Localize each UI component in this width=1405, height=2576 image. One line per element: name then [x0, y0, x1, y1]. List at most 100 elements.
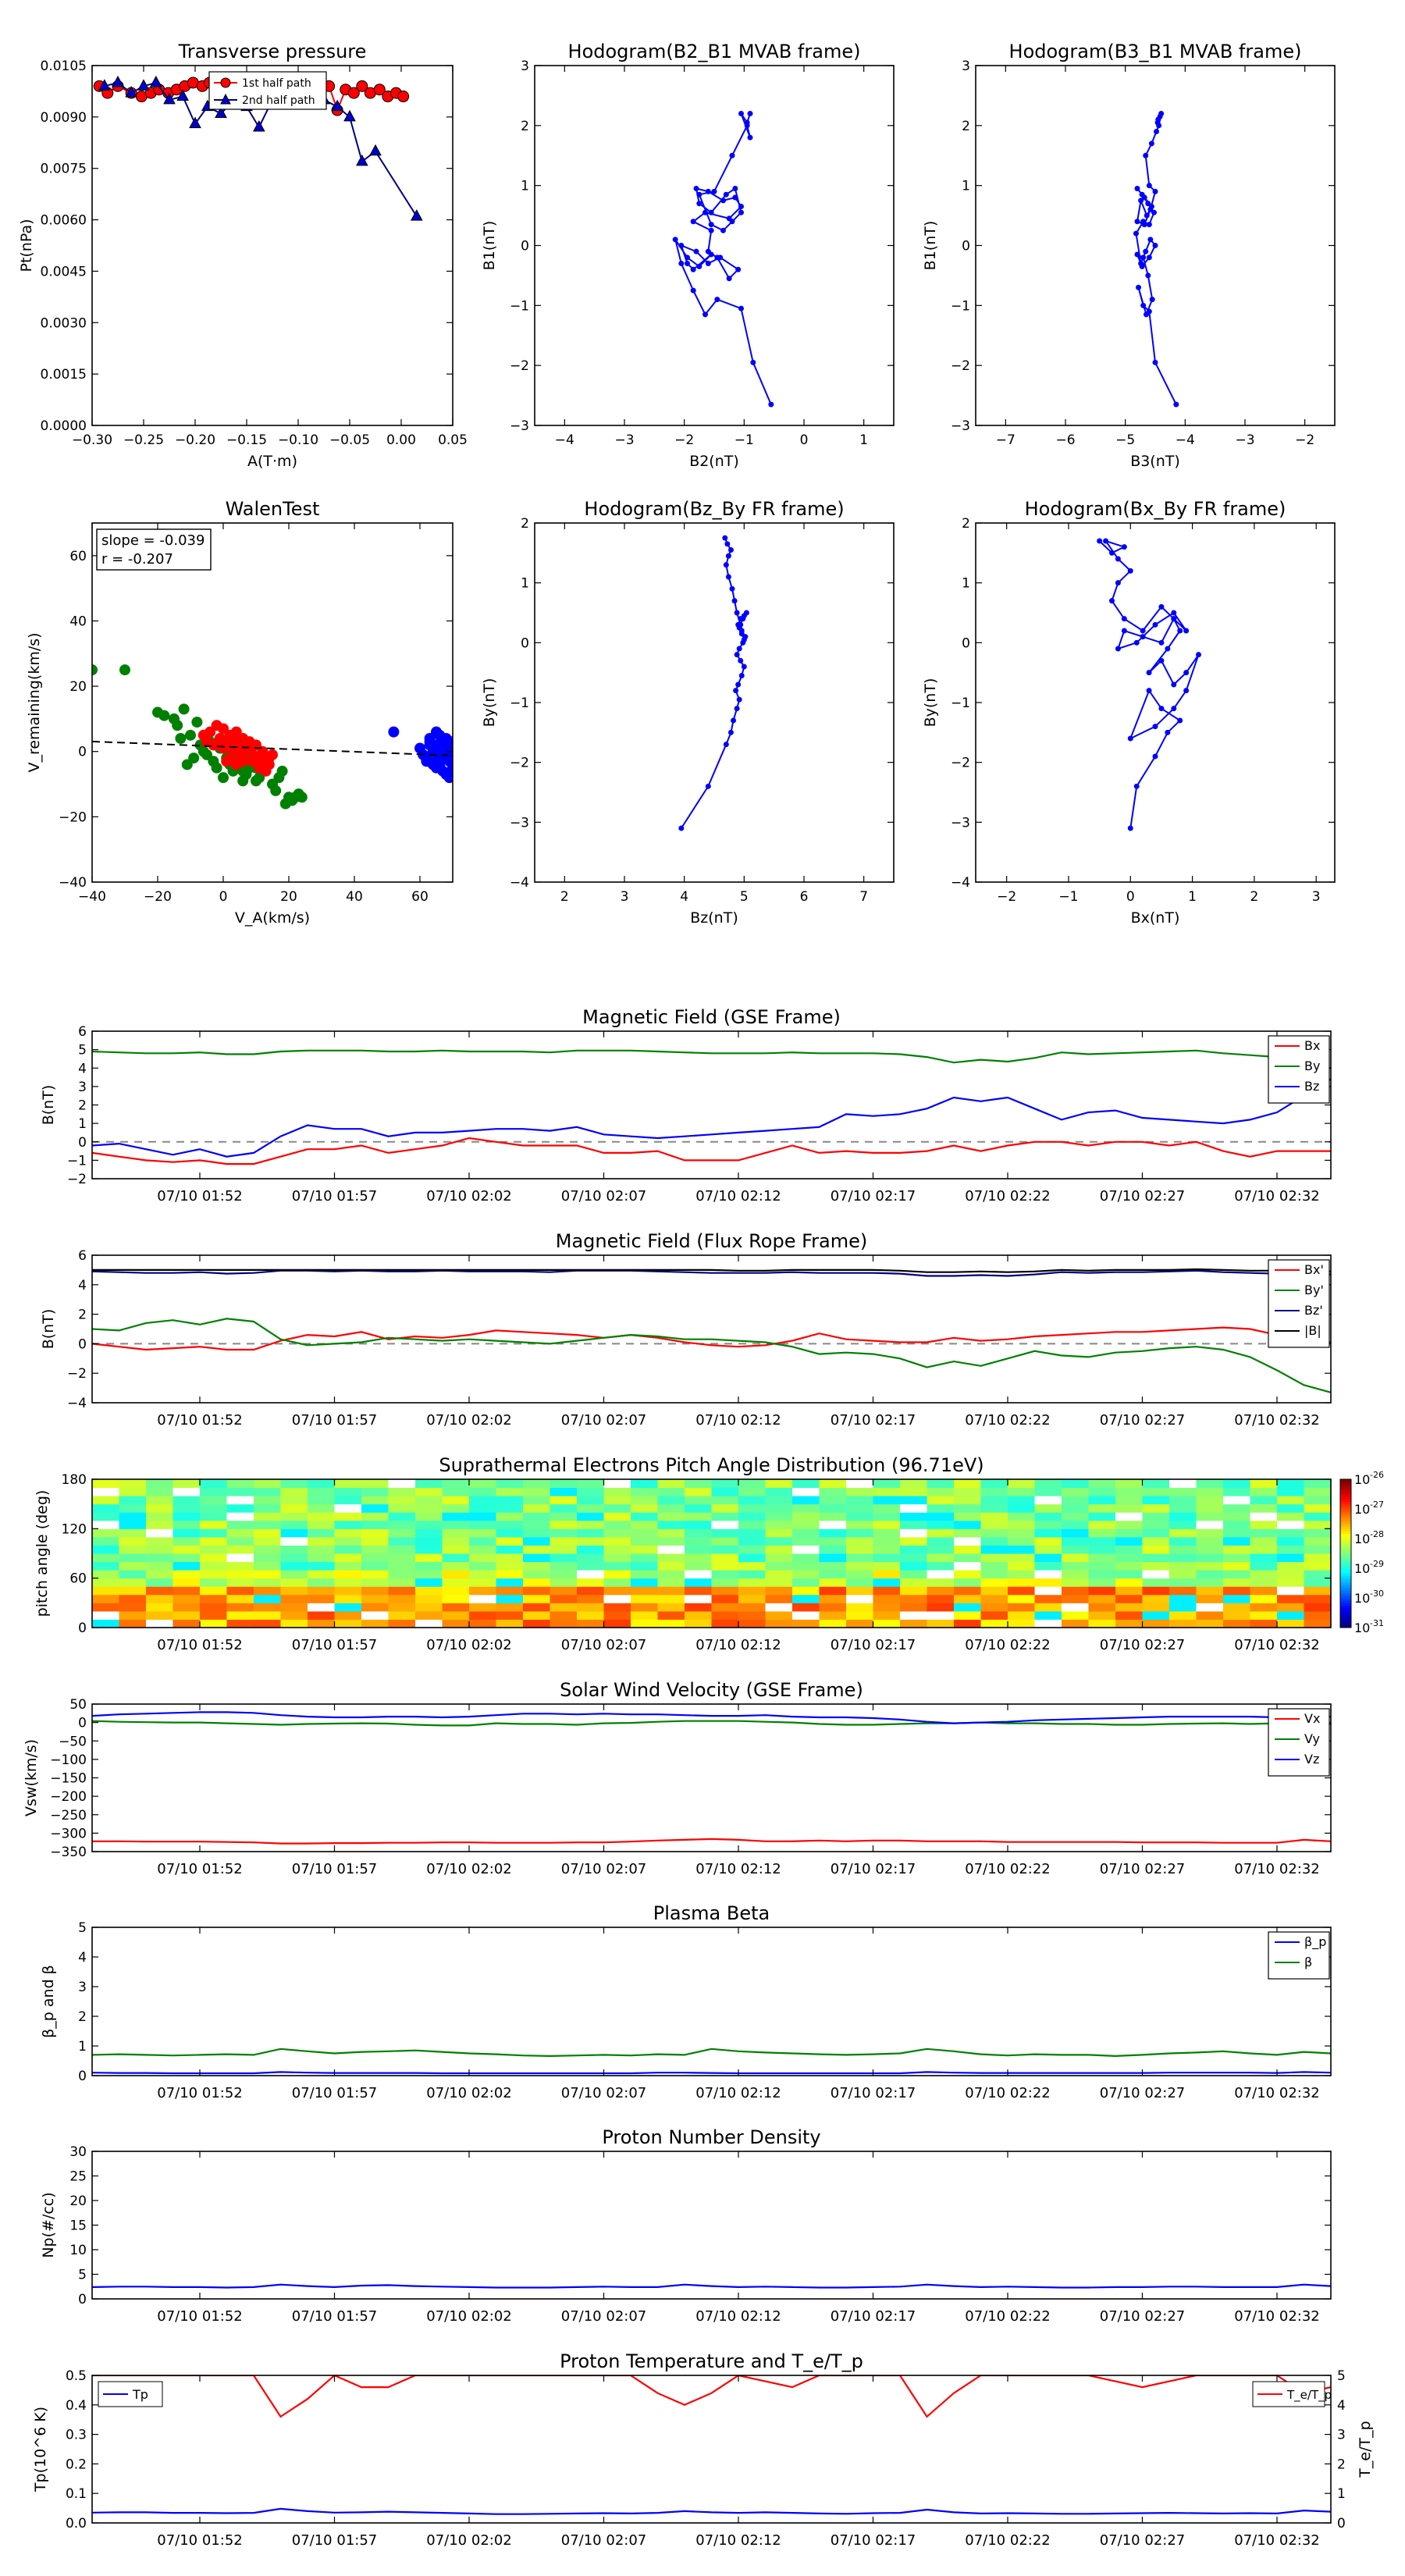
- heatmap-cell: [603, 1528, 631, 1538]
- heatmap-cell: [1304, 1496, 1331, 1505]
- heatmap-cell: [146, 1578, 173, 1587]
- heatmap-cell: [738, 1603, 766, 1612]
- y-axis-label: β_p and β: [40, 1965, 57, 2038]
- data-point: [736, 696, 742, 703]
- data-point: [1140, 634, 1146, 640]
- heatmap-cell: [308, 1512, 335, 1521]
- heatmap-cell: [1304, 1553, 1331, 1563]
- panel-proton-density: Proton Number Density 07/10 01:52 07/10 01…: [40, 2126, 1332, 2325]
- y-tick-label: 2: [78, 1308, 87, 1323]
- heatmap-cell: [92, 1610, 119, 1620]
- data-point: [1154, 119, 1161, 126]
- heatmap-cell: [765, 1487, 793, 1496]
- heatmap-cell: [738, 1594, 766, 1603]
- data-point: [191, 717, 203, 728]
- heatmap-cell: [1142, 1545, 1170, 1554]
- x-tick-label: 07/10 01:57: [292, 1188, 377, 1204]
- heatmap-cell: [873, 1578, 901, 1587]
- heatmap-cell: [927, 1586, 955, 1596]
- heatmap-cell: [1250, 1561, 1278, 1571]
- heatmap-cell: [1034, 1610, 1062, 1620]
- data-point: [1165, 729, 1171, 735]
- data-point: [1158, 706, 1165, 712]
- colorbar-step: [1340, 1624, 1351, 1628]
- data-point: [732, 194, 738, 201]
- heatmap-cell: [1088, 1561, 1116, 1571]
- x-tick-label: 07/10 02:17: [831, 1861, 916, 1877]
- heatmap-cell: [685, 1561, 712, 1571]
- heatmap-cell: [200, 1512, 227, 1521]
- heatmap-cell: [334, 1594, 362, 1603]
- data-point: [1183, 628, 1190, 634]
- heatmap-cell: [1169, 1578, 1197, 1587]
- heatmap-cell: [361, 1578, 389, 1587]
- data-point: [738, 631, 745, 637]
- heatmap-cell: [657, 1610, 685, 1620]
- y2-tick-label: 4: [1337, 2398, 1346, 2414]
- heatmap-cell: [1034, 1578, 1062, 1587]
- heatmap-cell: [1223, 1619, 1250, 1628]
- heatmap-cell: [361, 1561, 389, 1571]
- heatmap-cell: [927, 1610, 955, 1620]
- heatmap-cell: [226, 1619, 254, 1628]
- y-tick-label: −1: [951, 298, 970, 314]
- heatmap-cell: [819, 1553, 847, 1563]
- colorbar-step: [1340, 1543, 1351, 1546]
- data-point: [1148, 141, 1154, 147]
- heatmap-cell: [1008, 1561, 1035, 1571]
- x-tick-label: 07/10 02:17: [831, 2085, 916, 2101]
- heatmap-cell: [226, 1528, 254, 1538]
- heatmap-cell: [657, 1520, 685, 1529]
- y-tick-label: −350: [50, 1845, 87, 1860]
- data-point: [221, 756, 233, 767]
- heatmap-cell: [846, 1578, 873, 1587]
- heatmap-cell: [873, 1520, 901, 1529]
- heatmap-cell: [226, 1545, 254, 1554]
- heatmap-cell: [1277, 1561, 1304, 1571]
- heatmap-cell: [1196, 1561, 1224, 1571]
- heatmap-cell: [631, 1603, 658, 1612]
- heatmap-cell: [523, 1570, 550, 1579]
- heatmap-cell: [523, 1561, 550, 1571]
- heatmap-cell: [1277, 1496, 1304, 1505]
- heatmap-cell: [631, 1496, 658, 1505]
- heatmap-cell: [119, 1512, 147, 1521]
- heatmap-cell: [1196, 1512, 1224, 1521]
- hodogram-path: [674, 112, 772, 405]
- heatmap-cell: [1196, 1536, 1224, 1546]
- heatmap-cell: [550, 1520, 578, 1529]
- x-tick-label: 07/10 02:27: [1100, 1412, 1185, 1429]
- heatmap-cell: [146, 1520, 173, 1529]
- data-point: [1121, 616, 1127, 622]
- heatmap-cell: [738, 1610, 766, 1620]
- heatmap-cell: [1169, 1561, 1197, 1571]
- y-tick-label: 30: [69, 2144, 87, 2160]
- heatmap-cell: [334, 1512, 362, 1521]
- data-point: [733, 688, 739, 694]
- x-tick-label: 07/10 02:27: [1100, 1637, 1185, 1653]
- heatmap-cell: [1223, 1536, 1250, 1546]
- y-tick-label: 5: [78, 2268, 87, 2283]
- heatmap-cell: [388, 1610, 416, 1620]
- heatmap-cell: [415, 1586, 443, 1596]
- heatmap-cell: [1169, 1479, 1197, 1489]
- data-point: [1171, 706, 1177, 712]
- heatmap-cell: [631, 1619, 658, 1628]
- heatmap-cell: [361, 1496, 389, 1505]
- heatmap-cell: [1169, 1610, 1197, 1620]
- heatmap-cell: [980, 1512, 1008, 1521]
- heatmap-cell: [469, 1503, 496, 1513]
- heatmap-cell: [792, 1594, 820, 1603]
- heatmap-cell: [685, 1503, 712, 1513]
- x-tick-label: −4: [1176, 432, 1195, 448]
- chart-title: Hodogram(Bz_By FR frame): [584, 498, 844, 520]
- x-tick-label: −1: [735, 432, 754, 448]
- heatmap-cell: [361, 1512, 389, 1521]
- data-point: [1158, 603, 1165, 610]
- x-tick-label: 07/10 02:12: [695, 1637, 781, 1653]
- heatmap-cell: [280, 1570, 308, 1579]
- heatmap-cell: [92, 1545, 119, 1554]
- heatmap-cell: [496, 1528, 524, 1538]
- data-point: [443, 756, 453, 767]
